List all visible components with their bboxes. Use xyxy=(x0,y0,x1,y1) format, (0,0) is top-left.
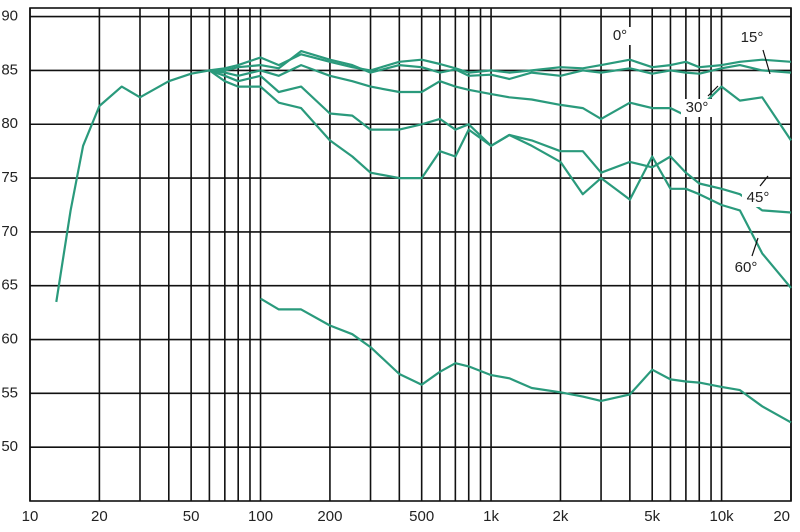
label-bg xyxy=(604,27,636,45)
x-tick-label: 10 xyxy=(22,508,39,525)
y-tick-label: 70 xyxy=(1,223,18,240)
x-tick-label: 10k xyxy=(710,508,735,525)
x-tick-label: 1k xyxy=(483,508,499,525)
x-tick-label: 500 xyxy=(409,508,434,525)
y-tick-label: 90 xyxy=(1,8,18,25)
x-tick-label: 50 xyxy=(183,508,200,525)
y-tick-label: 60 xyxy=(1,331,18,348)
response-curve xyxy=(259,297,792,424)
curve-label: 45° xyxy=(747,189,770,206)
x-tick-label: 5k xyxy=(644,508,660,525)
label-pointer xyxy=(759,175,769,187)
x-tick-label: 20 xyxy=(773,508,790,525)
response-curve xyxy=(208,69,792,289)
y-tick-label: 80 xyxy=(1,115,18,132)
label-pointer xyxy=(762,49,771,75)
label-pointer xyxy=(707,85,719,97)
curve-label: 15° xyxy=(741,29,764,46)
response-curve xyxy=(55,53,792,303)
label-bg xyxy=(736,29,768,47)
label-bg xyxy=(730,259,762,277)
plot-frame xyxy=(29,7,792,502)
response-curve xyxy=(209,50,792,81)
x-tick-label: 2k xyxy=(553,508,569,525)
x-tick-label: 100 xyxy=(248,508,273,525)
curve-label: 60° xyxy=(735,259,758,276)
x-tick-label: 200 xyxy=(317,508,342,525)
x-tick-label: 20 xyxy=(91,508,108,525)
y-tick-label: 50 xyxy=(1,438,18,455)
curve-label: 0° xyxy=(613,27,627,44)
curve-label: 30° xyxy=(686,99,709,116)
label-bg xyxy=(742,189,774,207)
y-tick-label: 75 xyxy=(1,169,18,186)
label-pointer xyxy=(751,237,759,257)
label-bg xyxy=(681,99,713,117)
y-tick-label: 55 xyxy=(1,384,18,401)
y-tick-label: 85 xyxy=(1,61,18,78)
y-tick-label: 65 xyxy=(1,277,18,294)
